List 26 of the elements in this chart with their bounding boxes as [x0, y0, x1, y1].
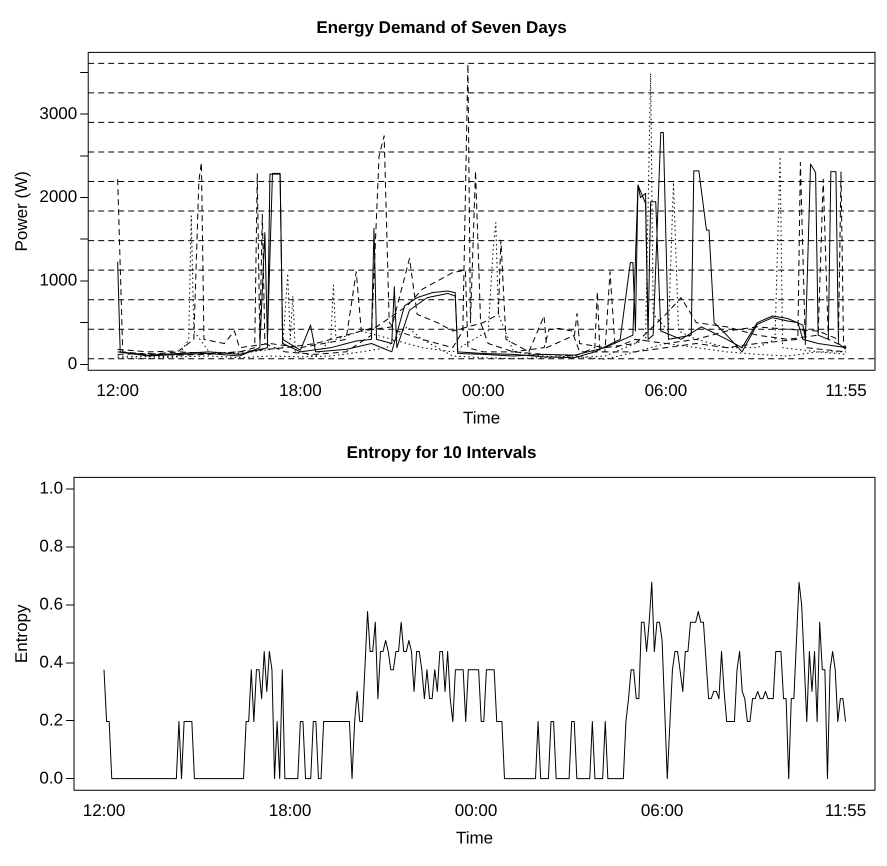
x-tick-label: 00:00: [454, 801, 498, 820]
x-tick-label: 06:00: [640, 801, 684, 820]
y-tick-label: 0.4: [39, 652, 64, 672]
x-tick-label: 06:00: [644, 381, 688, 400]
y-tick-label: 0.6: [39, 594, 64, 614]
x-tick-label: 12:00: [82, 801, 126, 820]
chart-title: Entropy for 10 Intervals: [346, 442, 536, 462]
y-tick-label: 1000: [39, 270, 78, 290]
y-tick-label: 2000: [39, 187, 78, 206]
y-tick-label: 0: [68, 354, 78, 374]
x-tick-label: 11:55: [825, 381, 867, 400]
x-tick-label: 11:55: [824, 801, 866, 820]
y-tick-label: 1.0: [39, 478, 64, 498]
x-tick-label: 18:00: [279, 381, 322, 400]
y-axis-title: Power (W): [12, 171, 31, 252]
x-tick-label: 18:00: [268, 801, 312, 820]
y-tick-label: 0.0: [39, 768, 64, 788]
x-axis-title: Time: [456, 828, 494, 848]
x-axis-title: Time: [463, 408, 500, 428]
y-tick-label: 0.8: [39, 536, 64, 556]
x-tick-label: 00:00: [462, 381, 504, 400]
chart-title: Energy Demand of Seven Days: [316, 18, 567, 37]
x-tick-label: 12:00: [96, 381, 139, 400]
y-tick-label: 3000: [39, 104, 78, 123]
y-axis-title: Entropy: [12, 604, 31, 664]
y-tick-label: 0.2: [39, 710, 64, 730]
